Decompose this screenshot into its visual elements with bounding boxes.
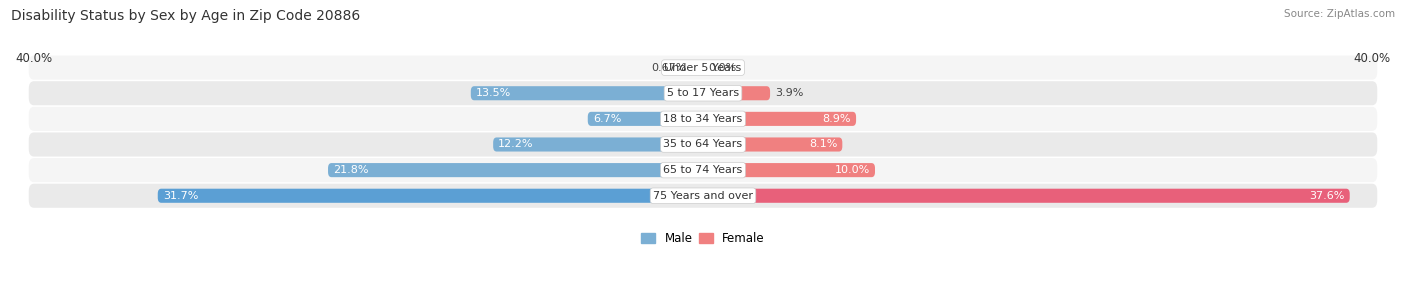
FancyBboxPatch shape	[28, 81, 1378, 105]
FancyBboxPatch shape	[28, 133, 1378, 157]
Text: 3.9%: 3.9%	[775, 88, 804, 98]
FancyBboxPatch shape	[692, 60, 703, 75]
Text: 12.2%: 12.2%	[498, 140, 534, 150]
Text: 0.67%: 0.67%	[651, 63, 686, 73]
FancyBboxPatch shape	[703, 189, 1350, 203]
Text: 31.7%: 31.7%	[163, 191, 198, 201]
FancyBboxPatch shape	[494, 137, 703, 151]
Text: 0.0%: 0.0%	[709, 63, 737, 73]
FancyBboxPatch shape	[703, 163, 875, 177]
FancyBboxPatch shape	[28, 158, 1378, 182]
Text: 40.0%: 40.0%	[15, 52, 52, 65]
FancyBboxPatch shape	[28, 184, 1378, 208]
Text: 6.7%: 6.7%	[593, 114, 621, 124]
Text: 18 to 34 Years: 18 to 34 Years	[664, 114, 742, 124]
Legend: Male, Female: Male, Female	[637, 227, 769, 250]
Text: 21.8%: 21.8%	[333, 165, 368, 175]
Text: Disability Status by Sex by Age in Zip Code 20886: Disability Status by Sex by Age in Zip C…	[11, 9, 360, 23]
Text: Under 5 Years: Under 5 Years	[665, 63, 741, 73]
Text: 75 Years and over: 75 Years and over	[652, 191, 754, 201]
FancyBboxPatch shape	[703, 86, 770, 100]
Text: 8.1%: 8.1%	[808, 140, 837, 150]
FancyBboxPatch shape	[28, 56, 1378, 80]
Text: 37.6%: 37.6%	[1309, 191, 1344, 201]
FancyBboxPatch shape	[703, 112, 856, 126]
Text: 35 to 64 Years: 35 to 64 Years	[664, 140, 742, 150]
Text: 5 to 17 Years: 5 to 17 Years	[666, 88, 740, 98]
Text: 65 to 74 Years: 65 to 74 Years	[664, 165, 742, 175]
Text: 13.5%: 13.5%	[477, 88, 512, 98]
FancyBboxPatch shape	[703, 137, 842, 151]
Text: 10.0%: 10.0%	[835, 165, 870, 175]
FancyBboxPatch shape	[28, 107, 1378, 131]
Text: 8.9%: 8.9%	[823, 114, 851, 124]
FancyBboxPatch shape	[588, 112, 703, 126]
Text: 40.0%: 40.0%	[1354, 52, 1391, 65]
FancyBboxPatch shape	[157, 189, 703, 203]
FancyBboxPatch shape	[328, 163, 703, 177]
FancyBboxPatch shape	[471, 86, 703, 100]
Text: Source: ZipAtlas.com: Source: ZipAtlas.com	[1284, 9, 1395, 19]
